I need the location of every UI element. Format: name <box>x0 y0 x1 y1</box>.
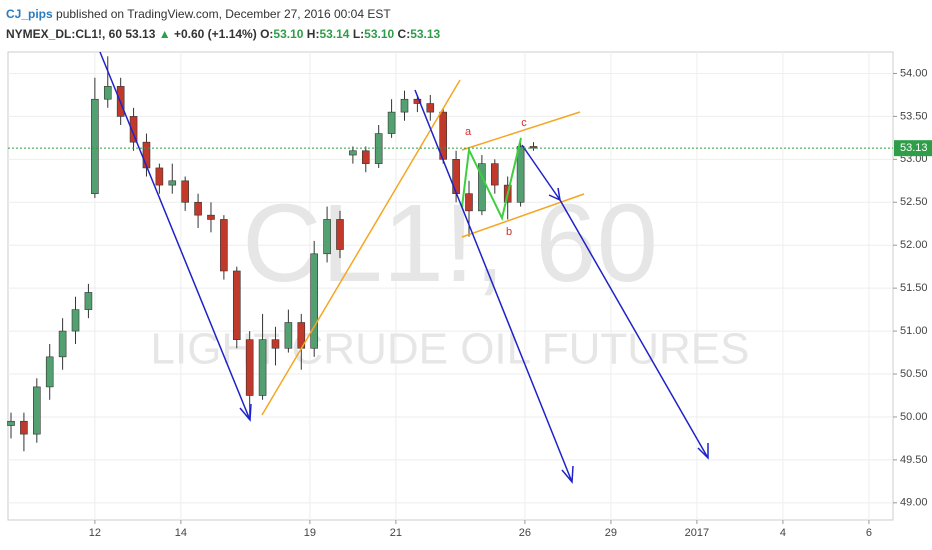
arrow: ▲ <box>158 27 171 41</box>
candle-body <box>220 219 228 272</box>
arrow <box>99 51 252 422</box>
y-tick-label: 50.50 <box>900 368 928 380</box>
candle-body <box>84 292 93 310</box>
y-tick-label: 53.50 <box>900 110 928 122</box>
quote-line: NYMEX_DL:CL1!, 60 53.13 ▲ +0.60 (+1.14%)… <box>6 24 440 44</box>
arrow <box>414 89 574 484</box>
y-tick-label: 51.00 <box>900 325 928 337</box>
x-tick-label: 4 <box>780 527 786 539</box>
candle-body <box>284 322 293 349</box>
candle-body <box>168 180 177 186</box>
y-tick-label: 51.50 <box>900 282 928 294</box>
candle-body <box>129 116 138 143</box>
wave-line <box>461 137 522 221</box>
y-tick-label: 49.00 <box>900 497 928 509</box>
wave-label: a <box>465 126 472 138</box>
candle-body <box>452 159 460 194</box>
candle-body <box>426 103 435 113</box>
x-tick-label: 14 <box>175 527 187 539</box>
x-tick-label: 19 <box>304 527 316 539</box>
candle-body <box>181 180 189 203</box>
candle-body <box>400 98 409 113</box>
arrow <box>559 199 709 460</box>
x-tick-label: 2017 <box>685 527 709 539</box>
candle-body <box>413 98 422 104</box>
candle-body <box>103 86 112 100</box>
wave-label: b <box>506 226 512 238</box>
candle-body <box>58 330 67 358</box>
y-tick-label: 49.50 <box>900 454 928 466</box>
header: CJ_pips published on TradingView.com, De… <box>6 4 440 44</box>
drawings <box>99 51 709 484</box>
symbol: NYMEX_DL:CL1!, 60 <box>6 27 123 41</box>
y-tick-label: 53.00 <box>900 153 928 165</box>
wave-label: c <box>521 117 527 129</box>
grid <box>8 52 893 520</box>
candle-body <box>245 339 254 396</box>
candle-body <box>465 193 473 212</box>
candle-body <box>336 219 344 250</box>
candle-body <box>516 146 525 203</box>
last-price-box <box>894 140 932 157</box>
plot-frame <box>7 51 894 521</box>
candle-body <box>33 386 41 435</box>
x-tick-label: 6 <box>866 527 872 539</box>
publish-line: CJ_pips published on TradingView.com, De… <box>6 4 440 24</box>
candle-body <box>155 167 164 186</box>
candle-body <box>20 420 28 435</box>
x-tick-label: 21 <box>390 527 402 539</box>
candle-body <box>323 219 331 255</box>
candle-body <box>349 150 357 156</box>
y-tick-label: 50.00 <box>900 411 928 423</box>
candle-body <box>310 253 318 349</box>
y-tick-label: 52.50 <box>900 196 928 208</box>
ohlc-label: O: <box>260 27 274 41</box>
y-tick-label: 54.00 <box>900 67 928 79</box>
candle-body <box>361 150 370 164</box>
candle-body <box>45 356 54 388</box>
candle-body <box>490 163 499 186</box>
candle-body <box>387 111 396 134</box>
candle-body <box>232 270 241 340</box>
candle-body <box>258 339 267 396</box>
ohlc-label: C: <box>397 27 411 41</box>
ohlc-value: 53.13 <box>410 27 441 41</box>
candle-body <box>374 133 383 164</box>
ohlc-label: H: <box>306 27 320 41</box>
candle-body <box>207 214 215 220</box>
candle-body <box>7 420 15 426</box>
last-price-label: 53.13 <box>900 142 928 154</box>
x-tick-label: 29 <box>605 527 617 539</box>
ohlc-value: 53.14 <box>319 27 350 41</box>
candle-body <box>71 309 80 332</box>
watermark: CL1!, 60 <box>242 182 658 305</box>
ohlc-value: 53.10 <box>273 27 304 41</box>
published: published on TradingView.com, December 2… <box>56 7 391 21</box>
channel-line <box>461 111 581 151</box>
axes: 49.00 49.50 50.00 50.50 51.00 51.50 52.00 52.50… <box>8 67 932 539</box>
candle-body <box>91 98 99 194</box>
author[interactable]: CJ_pips <box>6 7 53 21</box>
channel-line <box>461 193 585 238</box>
candle-body <box>478 163 486 212</box>
change: +0.60 (+1.14%) <box>173 27 257 41</box>
candle-body <box>271 339 280 349</box>
candle-body <box>194 201 202 216</box>
x-tick-label: 12 <box>89 527 101 539</box>
ohlc-label: L: <box>352 27 365 41</box>
price: 53.13 <box>125 27 156 41</box>
ohlc-value: 53.10 <box>364 27 395 41</box>
x-tick-label: 26 <box>519 527 531 539</box>
trend-line <box>261 79 461 416</box>
y-tick-label: 52.00 <box>900 239 928 251</box>
